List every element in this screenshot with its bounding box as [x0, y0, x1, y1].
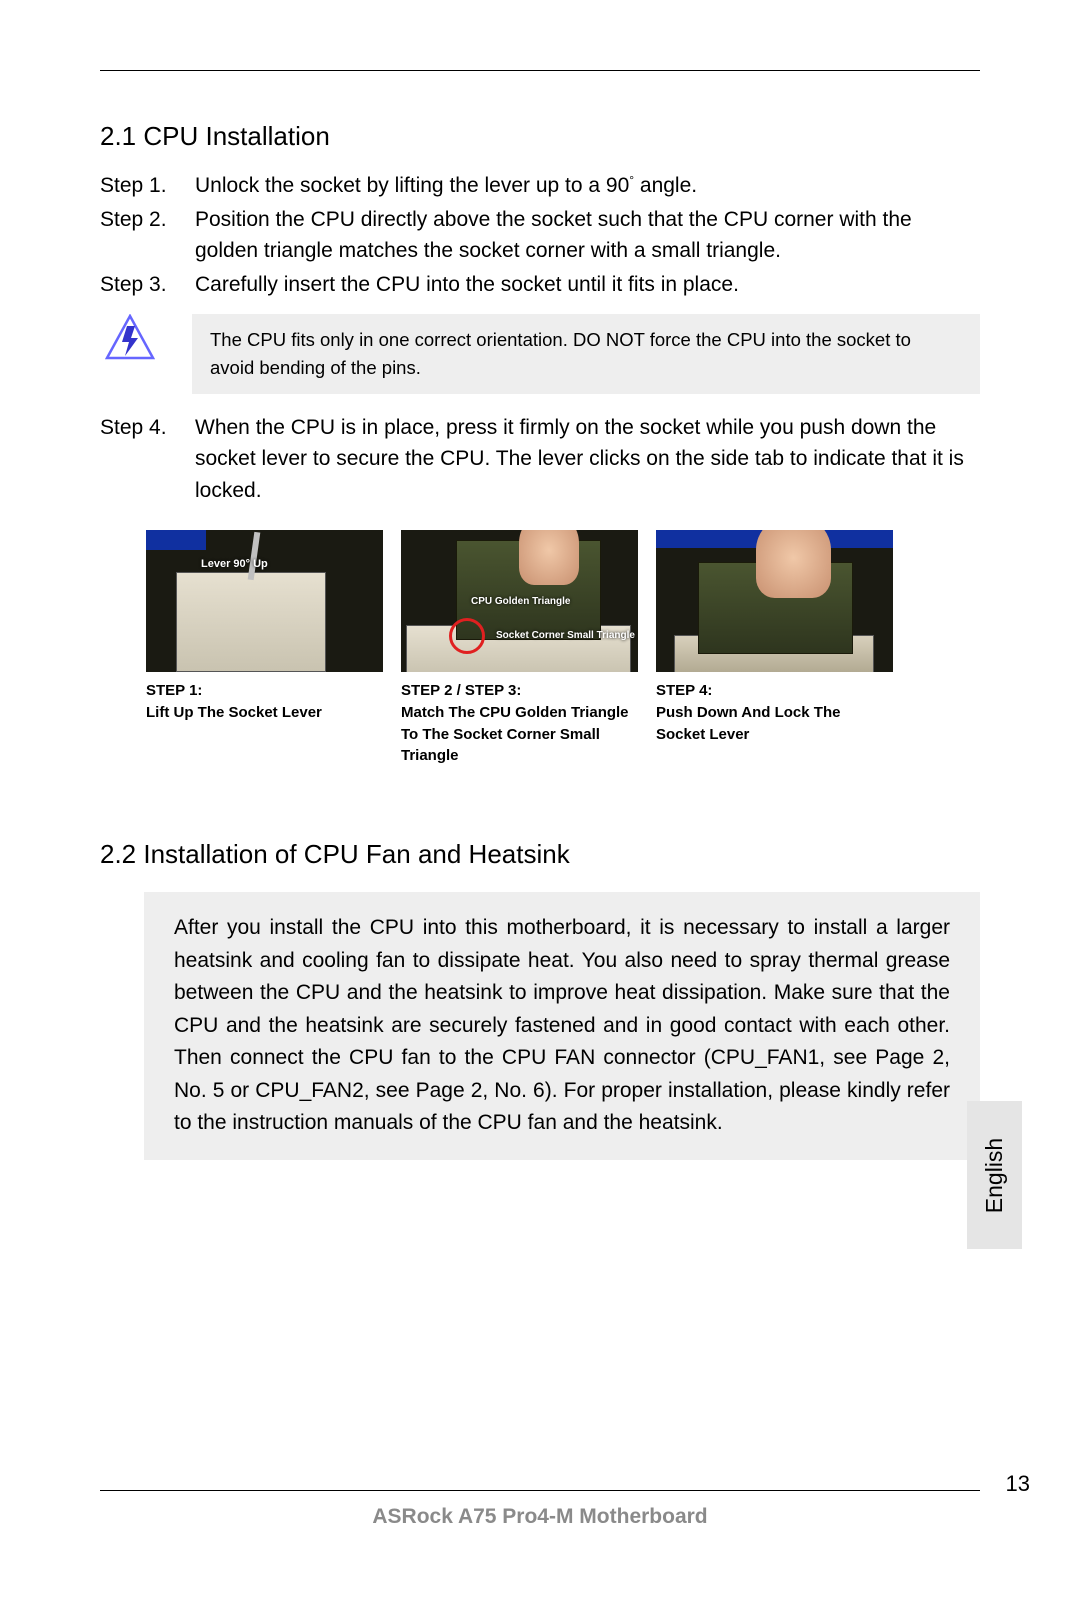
- figure-image-step1: Lever 90° Up: [146, 530, 383, 672]
- figure-caption: STEP 1: Lift Up The Socket Lever: [146, 680, 383, 724]
- section-heading-2-1: 2.1 CPU Installation: [100, 121, 980, 152]
- section-heading-2-2: 2.2 Installation of CPU Fan and Heatsink: [100, 839, 980, 870]
- page-number: 13: [996, 1471, 1030, 1497]
- figure-caption-title: STEP 1:: [146, 680, 383, 702]
- step-text: When the CPU is in place, press it firml…: [195, 412, 980, 507]
- figure-caption-title: STEP 4:: [656, 680, 893, 702]
- step-row: Step 2. Position the CPU directly above …: [100, 204, 980, 267]
- language-tab: English: [967, 1101, 1022, 1249]
- footer-text: ASRock A75 Pro4-M Motherboard: [100, 1505, 980, 1529]
- warning-icon: [105, 314, 160, 367]
- step-label: Step 4.: [100, 412, 195, 507]
- top-rule: [100, 70, 980, 71]
- figure-caption-text: Push Down And Lock The Socket Lever: [656, 702, 893, 746]
- step-text: Position the CPU directly above the sock…: [195, 204, 980, 267]
- figure-overlay-label: Lever 90° Up: [201, 558, 268, 570]
- figure-column: CPU Golden Triangle Socket Corner Small …: [401, 530, 638, 767]
- figure-caption-text: Lift Up The Socket Lever: [146, 702, 383, 724]
- language-label: English: [981, 1137, 1008, 1212]
- figure-column: STEP 4: Push Down And Lock The Socket Le…: [656, 530, 893, 767]
- figure-caption: STEP 2 / STEP 3: Match The CPU Golden Tr…: [401, 680, 638, 767]
- step-text-part: Unlock the socket by lifting the lever u…: [195, 174, 629, 197]
- warning-box: The CPU fits only in one correct orienta…: [100, 314, 980, 394]
- step-row: Step 1. Unlock the socket by lifting the…: [100, 170, 980, 202]
- step-label: Step 2.: [100, 204, 195, 267]
- info-box-2-2: After you install the CPU into this moth…: [144, 892, 980, 1160]
- warning-text: The CPU fits only in one correct orienta…: [192, 314, 980, 394]
- step-label: Step 1.: [100, 170, 195, 202]
- manual-page: 2.1 CPU Installation Step 1. Unlock the …: [0, 0, 1080, 1619]
- step-row: Step 4. When the CPU is in place, press …: [100, 412, 980, 507]
- figure-image-step4: [656, 530, 893, 672]
- step-4-block: Step 4. When the CPU is in place, press …: [100, 412, 980, 507]
- step-text: Carefully insert the CPU into the socket…: [195, 269, 980, 301]
- figure-overlay-label: Socket Corner Small Triangle: [496, 630, 635, 641]
- figure-caption-text: Match The CPU Golden Triangle To The Soc…: [401, 702, 638, 767]
- figure-caption-title: STEP 2 / STEP 3:: [401, 680, 638, 702]
- figure-caption: STEP 4: Push Down And Lock The Socket Le…: [656, 680, 893, 745]
- step-row: Step 3. Carefully insert the CPU into th…: [100, 269, 980, 301]
- page-footer: 13 ASRock A75 Pro4-M Motherboard: [100, 1490, 980, 1529]
- step-text: Unlock the socket by lifting the lever u…: [195, 170, 980, 202]
- footer-rule: 13: [100, 1490, 980, 1491]
- step-text-part: angle.: [634, 174, 697, 197]
- figure-row: Lever 90° Up STEP 1: Lift Up The Socket …: [146, 530, 980, 767]
- figure-image-step2-3: CPU Golden Triangle Socket Corner Small …: [401, 530, 638, 672]
- step-label: Step 3.: [100, 269, 195, 301]
- figure-overlay-label: CPU Golden Triangle: [471, 596, 570, 607]
- figure-column: Lever 90° Up STEP 1: Lift Up The Socket …: [146, 530, 383, 767]
- step-list-2-1: Step 1. Unlock the socket by lifting the…: [100, 170, 980, 300]
